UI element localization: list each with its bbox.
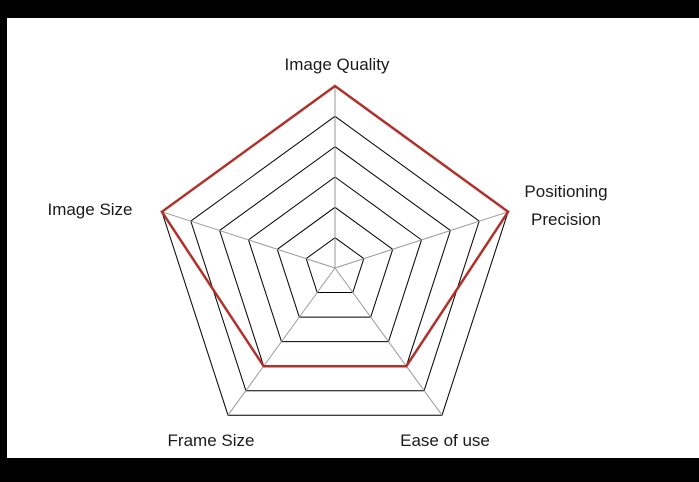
top-border [0,0,699,18]
spoke-1 [334,211,509,269]
axis-label-ease-of-use: Ease of use [400,431,490,450]
spoke-3 [227,267,336,416]
grid-ring-5 [190,115,480,392]
spoke-2 [334,267,443,416]
grid-ring-1 [305,237,365,293]
bottom-border [0,458,699,482]
grid-ring-3 [247,176,423,343]
left-border [0,18,7,458]
grid-ring-2 [276,206,394,318]
axis-label-positioning-precision-line1: Positioning [524,182,607,201]
axis-label-image-size: Image Size [47,200,132,219]
radar-axis-labels: Image Quality Positioning Precision Ease… [47,55,607,450]
axis-label-image-quality: Image Quality [285,55,390,74]
series-polygon-0 [160,84,510,368]
spoke-4 [161,211,336,269]
radar-series [160,84,510,368]
axis-label-positioning-precision-line2: Precision [531,210,601,229]
axis-label-frame-size: Frame Size [168,431,255,450]
